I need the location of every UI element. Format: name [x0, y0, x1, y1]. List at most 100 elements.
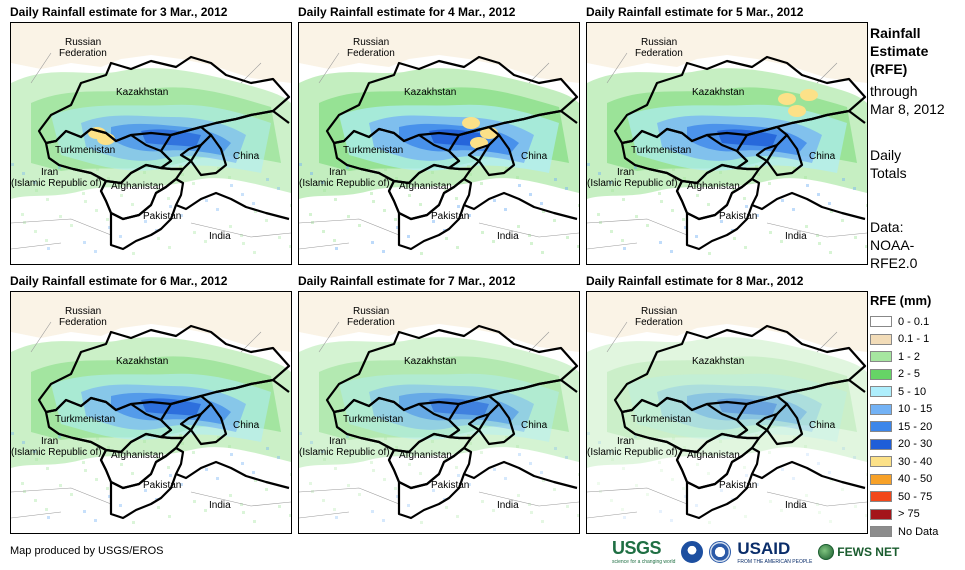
legend-swatch	[870, 526, 892, 538]
legend-label: 2 - 5	[898, 368, 921, 381]
map-label-turkmenistan: Turkmenistan	[631, 414, 691, 425]
legend-label: 10 - 15	[898, 403, 933, 416]
map-svg: Russian Federation Kazakhstan Turkmenistan C…	[587, 23, 867, 264]
legend-title: RFE (mm)	[870, 293, 932, 308]
sidebar-data-source: Data: NOAA- RFE2.0	[870, 219, 918, 271]
map-label-afghanistan: Afghanistan	[687, 450, 740, 461]
map-label-pakistan: Pakistan	[719, 480, 757, 491]
panel-title: Daily Rainfall estimate for 7 Mar., 2012	[298, 274, 516, 288]
legend-item: > 75	[870, 506, 938, 524]
legend-label: 1 - 2	[898, 350, 921, 363]
map-label-russia: Russian Federation	[347, 306, 395, 328]
map-label-kazakhstan: Kazakhstan	[692, 356, 744, 367]
legend-item: 0.1 - 1	[870, 331, 938, 349]
map-label-russia: Russian Federation	[635, 37, 683, 59]
fews-net-logo: FEWS NET	[818, 543, 899, 560]
legend-item: 5 - 10	[870, 383, 938, 401]
legend-item: 30 - 40	[870, 453, 938, 471]
legend-swatch	[870, 456, 892, 468]
map-label-afghanistan: Afghanistan	[399, 450, 452, 461]
map-svg: Russian Federation Kazakhstan Turkmenistan C…	[587, 292, 867, 533]
map-label-kazakhstan: Kazakhstan	[404, 356, 456, 367]
legend-item: 1 - 2	[870, 348, 938, 366]
map-label-pakistan: Pakistan	[431, 211, 469, 222]
map-label-iran: Iran (Islamic Republic of)	[299, 167, 390, 189]
legend-swatch	[870, 403, 892, 415]
panel-title: Daily Rainfall estimate for 3 Mar., 2012	[10, 5, 228, 19]
legend: 0 - 0.1 0.1 - 1 1 - 2 2 - 5 5 - 10 10 - 15 15 …	[870, 313, 938, 541]
legend-label: 30 - 40	[898, 455, 933, 468]
legend-item: 15 - 20	[870, 418, 938, 436]
map-label-iran: Iran (Islamic Republic of)	[587, 436, 678, 458]
legend-swatch	[870, 473, 892, 485]
map-label-kazakhstan: Kazakhstan	[404, 87, 456, 98]
legend-label: 0 - 0.1	[898, 315, 930, 328]
legend-label: 5 - 10	[898, 385, 927, 398]
rainfall-map: Russian Federation Kazakhstan Turkmenistan C…	[586, 22, 868, 265]
panel-title: Daily Rainfall estimate for 6 Mar., 2012	[10, 274, 228, 288]
map-label-iran: Iran (Islamic Republic of)	[587, 167, 678, 189]
map-label-russia: Russian Federation	[347, 37, 395, 59]
rainfall-map: Russian Federation Kazakhstan Turkmenistan C…	[10, 291, 292, 534]
map-label-iran: Iran (Islamic Republic of)	[11, 436, 102, 458]
map-label-india: India	[497, 231, 519, 242]
map-credit: Map produced by USGS/EROS	[10, 545, 164, 557]
legend-label: 40 - 50	[898, 473, 933, 486]
map-label-india: India	[209, 500, 231, 511]
legend-label: > 75	[898, 508, 920, 521]
map-label-china: China	[809, 151, 836, 162]
map-label-turkmenistan: Turkmenistan	[55, 414, 115, 425]
map-label-afghanistan: Afghanistan	[111, 181, 164, 192]
map-label-india: India	[785, 231, 807, 242]
legend-swatch	[870, 508, 892, 520]
rainfall-map: Russian Federation Kazakhstan Turkmenistan C…	[298, 22, 580, 265]
map-svg: Russian Federation Kazakhstan Turkmenistan C…	[299, 23, 579, 264]
legend-item: 0 - 0.1	[870, 313, 938, 331]
legend-item: 20 - 30	[870, 436, 938, 454]
map-label-afghanistan: Afghanistan	[687, 181, 740, 192]
legend-label: 15 - 20	[898, 420, 933, 433]
map-label-pakistan: Pakistan	[143, 480, 181, 491]
legend-swatch	[870, 386, 892, 398]
legend-swatch	[870, 333, 892, 345]
map-label-india: India	[497, 500, 519, 511]
map-label-kazakhstan: Kazakhstan	[692, 87, 744, 98]
dept-seal-icon	[709, 540, 732, 563]
panel-title: Daily Rainfall estimate for 8 Mar., 2012	[586, 274, 804, 288]
legend-label: No Data	[898, 525, 939, 538]
map-label-india: India	[209, 231, 231, 242]
map-label-pakistan: Pakistan	[719, 211, 757, 222]
legend-label: 20 - 30	[898, 438, 933, 451]
legend-swatch	[870, 438, 892, 450]
map-label-afghanistan: Afghanistan	[399, 181, 452, 192]
rainfall-map: Russian Federation Kazakhstan Turkmenistan C…	[10, 22, 292, 265]
globe-icon	[818, 543, 835, 560]
legend-swatch	[870, 316, 892, 328]
map-label-iran: Iran (Islamic Republic of)	[11, 167, 102, 189]
legend-label: 50 - 75	[898, 490, 933, 503]
legend-swatch	[870, 368, 892, 380]
map-svg: Russian Federation Kazakhstan Turkmenistan C…	[11, 292, 291, 533]
map-svg: Russian Federation Kazakhstan Turkmenistan C…	[11, 23, 291, 264]
legend-swatch	[870, 351, 892, 363]
map-label-russia: Russian Federation	[59, 37, 107, 59]
map-label-turkmenistan: Turkmenistan	[631, 145, 691, 156]
map-label-iran: Iran (Islamic Republic of)	[299, 436, 390, 458]
map-label-india: India	[785, 500, 807, 511]
map-label-china: China	[809, 420, 836, 431]
legend-swatch	[870, 421, 892, 433]
legend-label: 0.1 - 1	[898, 333, 930, 346]
rainfall-map: Russian Federation Kazakhstan Turkmenistan C…	[298, 291, 580, 534]
map-label-china: China	[233, 420, 260, 431]
map-label-russia: Russian Federation	[635, 306, 683, 328]
map-label-china: China	[521, 420, 548, 431]
legend-swatch	[870, 491, 892, 503]
map-label-china: China	[233, 151, 260, 162]
logo-strip: USGS science for a changing world USAID …	[612, 538, 899, 565]
legend-item: 40 - 50	[870, 471, 938, 489]
map-label-turkmenistan: Turkmenistan	[343, 414, 403, 425]
legend-item: 50 - 75	[870, 488, 938, 506]
map-label-china: China	[521, 151, 548, 162]
map-label-kazakhstan: Kazakhstan	[116, 87, 168, 98]
usaid-logo: USAID FROM THE AMERICAN PEOPLE	[737, 538, 813, 565]
